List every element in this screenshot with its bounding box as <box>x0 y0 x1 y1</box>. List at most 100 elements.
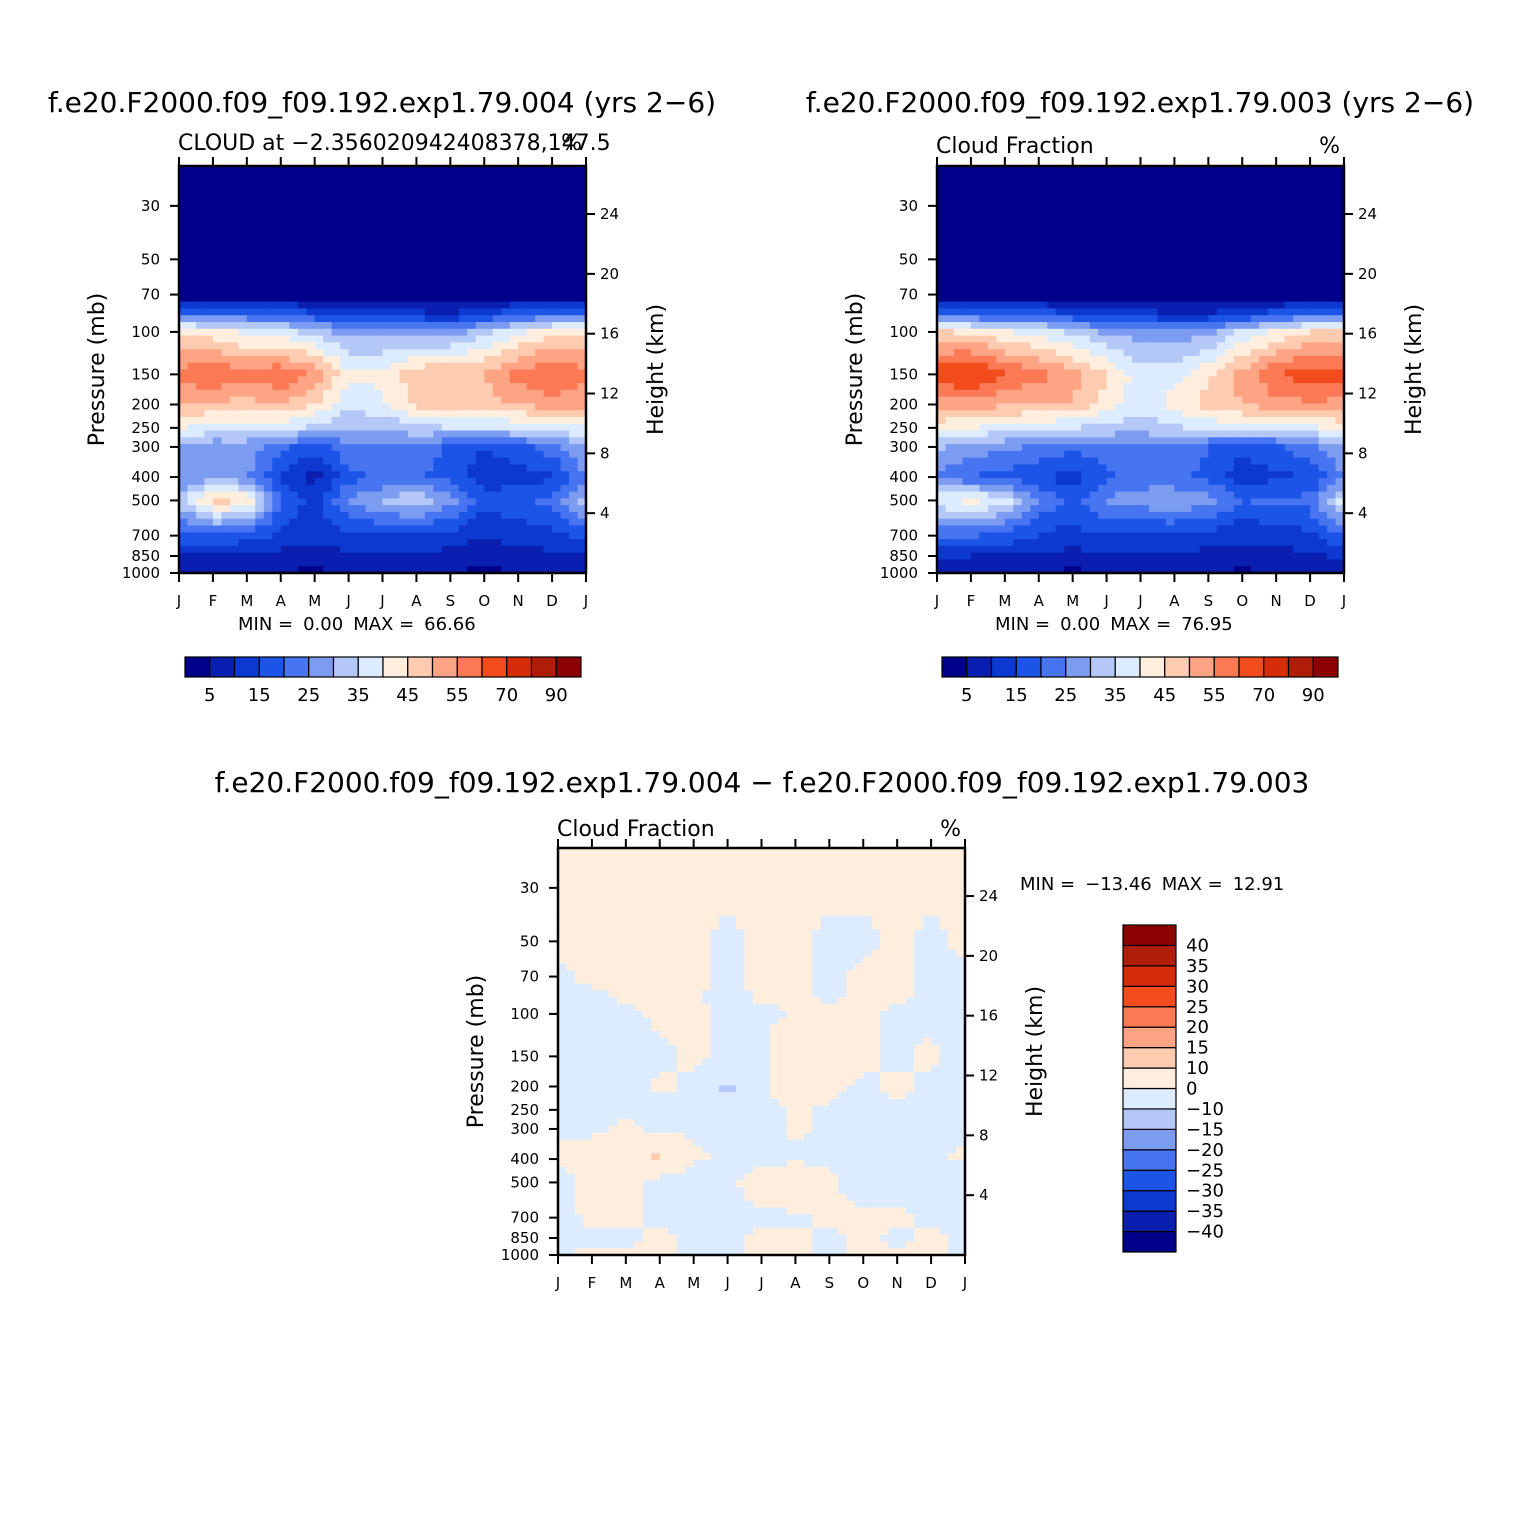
contour-cell <box>263 193 273 201</box>
contour-cell <box>331 566 341 574</box>
contour-cell <box>1047 193 1057 201</box>
contour-cell <box>399 362 409 371</box>
contour-cell <box>996 315 1006 323</box>
contour-cell <box>1089 444 1099 452</box>
contour-cell <box>1123 315 1133 323</box>
contour-cell <box>1004 281 1014 289</box>
contour-cell <box>1301 362 1311 371</box>
contour-cell <box>1165 410 1176 418</box>
contour-cell <box>1293 288 1303 296</box>
contour-cell <box>382 457 392 466</box>
contour-cell <box>1199 437 1209 445</box>
contour-cell <box>1191 199 1201 208</box>
contour-cell <box>484 450 494 459</box>
contour-cell <box>1004 227 1014 235</box>
contour-cell <box>399 274 409 282</box>
contour-cell <box>1140 260 1150 269</box>
contour-cell <box>187 186 197 194</box>
contour-cell <box>1233 301 1243 310</box>
contour-cell <box>450 186 460 194</box>
contour-cell <box>1165 376 1176 384</box>
contour-cell <box>467 179 477 187</box>
contour-cell <box>416 349 426 357</box>
contour-cell <box>263 186 273 194</box>
contour-cell <box>331 355 341 364</box>
contour-cell <box>492 410 502 418</box>
contour-cell <box>238 355 248 364</box>
contour-cell <box>272 396 282 405</box>
contour-cell <box>979 294 989 303</box>
contour-cell <box>979 389 989 398</box>
contour-cell <box>937 247 947 255</box>
contour-cell <box>979 315 989 323</box>
contour-cell <box>569 423 579 432</box>
contour-cell <box>979 247 989 255</box>
contour-cell <box>1225 308 1235 316</box>
contour-cell <box>331 505 341 513</box>
contour-cell <box>535 389 545 398</box>
contour-cell <box>953 186 964 194</box>
contour-cell <box>179 416 189 425</box>
contour-cell <box>979 166 989 174</box>
contour-cell <box>467 362 477 371</box>
contour-cell <box>246 505 256 513</box>
contour-cell <box>340 301 350 310</box>
contour-cell <box>577 281 587 289</box>
contour-cell <box>987 423 997 432</box>
contour-cell <box>297 193 307 201</box>
contour-cell <box>953 254 964 262</box>
contour-cell <box>195 288 206 296</box>
contour-cell <box>1157 233 1167 242</box>
contour-cell <box>577 457 587 466</box>
contour-cell <box>246 220 256 228</box>
contour-cell <box>297 457 307 466</box>
contour-cell <box>441 464 451 472</box>
contour-cell <box>475 545 485 554</box>
contour-cell <box>1216 166 1226 174</box>
contour-cell <box>263 315 273 323</box>
colorbar-swatch <box>530 656 557 678</box>
contour-cell <box>238 349 248 357</box>
contour-cell <box>1013 240 1023 248</box>
contour-cell <box>306 552 316 561</box>
contour-cell <box>1199 376 1209 384</box>
contour-cell <box>348 410 358 418</box>
contour-cell <box>229 186 239 194</box>
contour-cell <box>407 498 418 506</box>
contour-cell <box>1242 172 1252 181</box>
contour-cell <box>289 396 299 405</box>
contour-cell <box>569 274 579 282</box>
contour-cell <box>1055 335 1065 343</box>
contour-field <box>179 166 587 574</box>
contour-cell <box>467 511 477 520</box>
contour-cell <box>450 450 460 459</box>
contour-cell <box>424 213 434 221</box>
contour-cell <box>1038 213 1048 221</box>
contour-cell <box>1284 301 1294 310</box>
contour-cell <box>475 267 485 276</box>
contour-cell <box>1089 416 1099 425</box>
contour-cell <box>255 383 265 391</box>
contour-cell <box>987 383 997 391</box>
contour-cell <box>1284 281 1294 289</box>
contour-cell <box>441 328 451 337</box>
contour-cell <box>212 545 222 554</box>
contour-cell <box>1132 294 1142 303</box>
contour-cell <box>1106 247 1116 255</box>
contour-cell <box>1191 206 1201 215</box>
contour-cell <box>526 342 536 350</box>
contour-cell <box>187 166 197 174</box>
contour-cell <box>1293 328 1303 337</box>
contour-cell <box>1335 274 1345 282</box>
contour-cell <box>1250 342 1260 350</box>
contour-cell <box>509 416 519 425</box>
contour-cell <box>501 498 511 506</box>
contour-cell <box>433 444 443 452</box>
contour-cell <box>1081 240 1091 248</box>
contour-cell <box>1123 423 1133 432</box>
contour-cell <box>1055 396 1065 405</box>
contour-cell <box>526 471 536 479</box>
contour-cell <box>340 539 350 547</box>
contour-cell <box>560 288 570 296</box>
contour-cell <box>374 193 384 201</box>
